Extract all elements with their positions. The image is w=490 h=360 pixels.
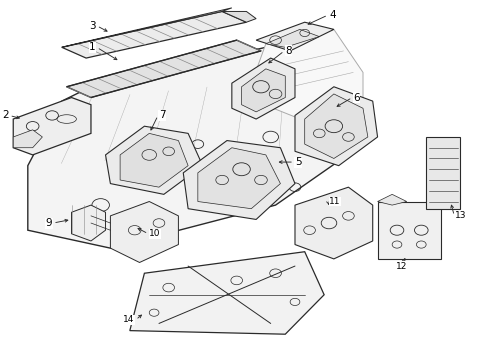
Polygon shape — [62, 8, 232, 47]
Text: 6: 6 — [353, 93, 360, 103]
Polygon shape — [67, 40, 261, 98]
Text: 7: 7 — [159, 111, 166, 121]
Polygon shape — [183, 140, 295, 220]
Text: 5: 5 — [295, 157, 302, 167]
Polygon shape — [378, 202, 441, 259]
Polygon shape — [242, 69, 285, 112]
Text: 9: 9 — [46, 218, 52, 228]
Text: 10: 10 — [149, 229, 161, 238]
Polygon shape — [120, 134, 188, 187]
Polygon shape — [198, 148, 280, 209]
Polygon shape — [426, 137, 460, 209]
Polygon shape — [62, 12, 246, 58]
Text: 2: 2 — [2, 111, 8, 121]
Polygon shape — [295, 87, 378, 166]
Text: 4: 4 — [329, 10, 336, 20]
Polygon shape — [222, 12, 256, 22]
Polygon shape — [13, 98, 91, 155]
Polygon shape — [305, 94, 368, 158]
Text: 12: 12 — [396, 262, 408, 271]
Text: 3: 3 — [89, 21, 96, 31]
Text: 14: 14 — [123, 315, 135, 324]
Polygon shape — [130, 252, 324, 334]
Polygon shape — [72, 205, 105, 241]
Text: 8: 8 — [285, 46, 292, 56]
Polygon shape — [13, 130, 42, 148]
Text: 13: 13 — [455, 211, 467, 220]
Polygon shape — [232, 58, 295, 119]
Polygon shape — [295, 187, 373, 259]
Text: 11: 11 — [329, 197, 341, 206]
Polygon shape — [105, 126, 203, 194]
Polygon shape — [110, 202, 178, 262]
Text: 1: 1 — [89, 42, 96, 52]
Polygon shape — [378, 194, 407, 205]
Polygon shape — [28, 47, 363, 248]
Polygon shape — [246, 30, 363, 144]
Polygon shape — [256, 22, 334, 51]
Polygon shape — [266, 30, 319, 47]
